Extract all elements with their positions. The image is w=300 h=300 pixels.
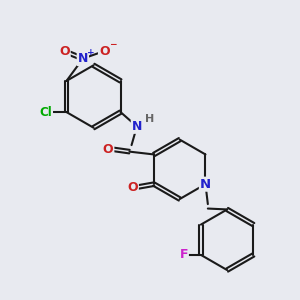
- Text: N: N: [78, 52, 88, 65]
- Text: H: H: [145, 114, 154, 124]
- Text: N: N: [200, 178, 211, 191]
- Text: +: +: [87, 48, 95, 57]
- Text: O: O: [103, 143, 113, 156]
- Text: O: O: [127, 181, 138, 194]
- Text: F: F: [179, 248, 188, 261]
- Text: −: −: [109, 40, 116, 49]
- Text: Cl: Cl: [39, 106, 52, 118]
- Text: O: O: [59, 45, 70, 58]
- Text: O: O: [99, 45, 110, 58]
- Text: N: N: [132, 120, 142, 133]
